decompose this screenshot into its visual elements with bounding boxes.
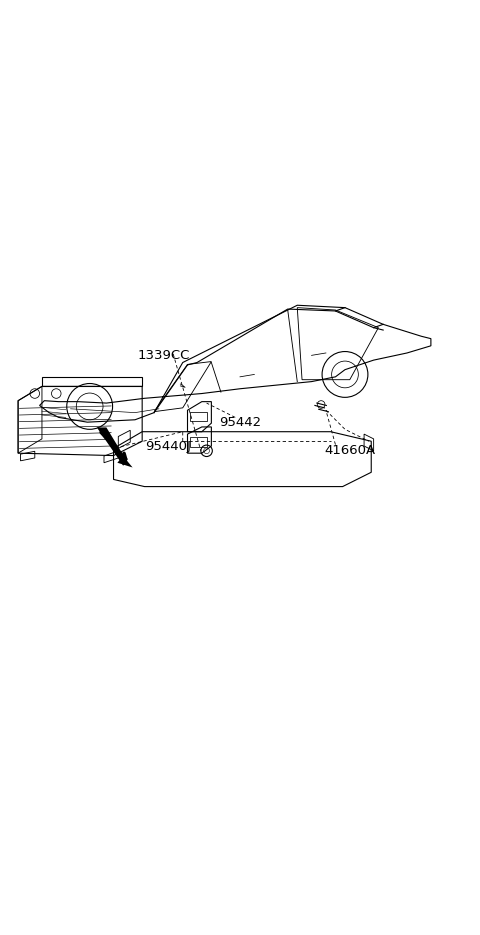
- Polygon shape: [117, 456, 132, 468]
- Polygon shape: [97, 427, 128, 466]
- Text: 95440J: 95440J: [145, 439, 192, 453]
- Text: 1339CC: 1339CC: [137, 349, 190, 362]
- Text: 41660A: 41660A: [324, 444, 375, 457]
- Bar: [190, 438, 206, 447]
- Bar: [190, 411, 206, 421]
- Text: 95442: 95442: [219, 416, 261, 428]
